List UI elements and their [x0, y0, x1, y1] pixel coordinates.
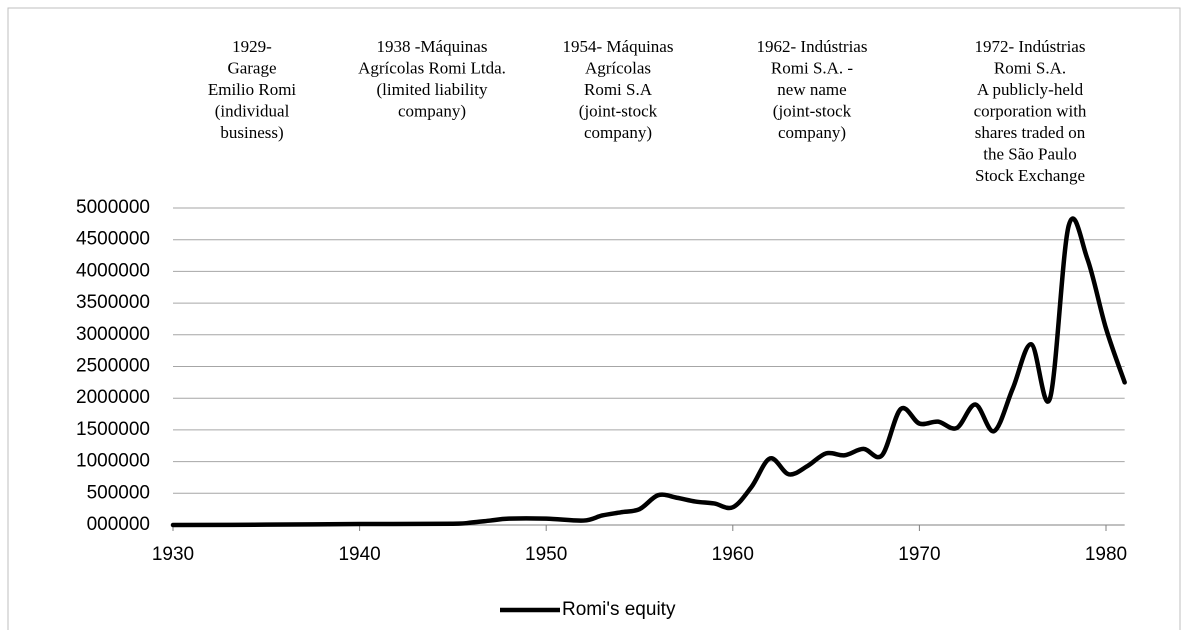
annotation: shares traded on: [975, 123, 1086, 142]
annotation: Romi S.A.: [994, 58, 1066, 77]
annotation: company): [778, 123, 846, 142]
y-tick-label: 000000: [87, 514, 150, 535]
annotation: Agrícolas Romi Ltda.: [358, 58, 506, 77]
annotation: 1938 -Máquinas: [377, 37, 488, 56]
annotation: Garage: [227, 58, 276, 77]
y-tick-label: 3000000: [76, 324, 150, 345]
y-tick-label: 2500000: [76, 356, 150, 377]
data-line: [170, 216, 1127, 528]
annotation: company): [584, 123, 652, 142]
x-tick-label: 1950: [525, 544, 567, 565]
annotation: (joint-stock: [579, 101, 658, 120]
annotation: the São Paulo: [983, 144, 1077, 163]
annotation: 1954- Máquinas: [563, 37, 674, 56]
annotation: Romi S.A: [584, 80, 653, 99]
annotation: A publicly-held: [977, 80, 1084, 99]
annotation: business): [220, 123, 283, 142]
annotation: 1929-: [232, 37, 272, 56]
y-tick-label: 1500000: [76, 419, 150, 440]
legend-label: Romi's equity: [562, 599, 676, 620]
x-tick-label: 1940: [338, 544, 380, 565]
annotation: 1972- Indústrias: [975, 37, 1086, 56]
y-tick-label: 2000000: [76, 387, 150, 408]
annotation: Stock Exchange: [975, 166, 1085, 185]
annotation: (joint-stock: [773, 101, 852, 120]
annotation: Emilio Romi: [208, 80, 297, 99]
annotation: new name: [777, 80, 846, 99]
y-tick-label: 5000000: [76, 197, 150, 218]
chart-border: [7, 7, 1181, 630]
x-tick-label: 1970: [898, 544, 940, 565]
annotation: (limited liability: [377, 80, 488, 99]
x-tick-label: 1930: [152, 544, 194, 565]
annotation: Romi S.A. -: [771, 58, 854, 77]
y-tick-label: 4000000: [76, 260, 150, 281]
y-tick-label: 3500000: [76, 292, 150, 313]
y-tick-label: 4500000: [76, 229, 150, 250]
y-tick-label: 500000: [87, 482, 150, 503]
annotation: company): [398, 101, 466, 120]
annotation: 1962- Indústrias: [757, 37, 868, 56]
x-tick-label: 1980: [1085, 544, 1127, 565]
annotation: (individual: [215, 101, 290, 120]
x-tick-label: 1960: [712, 544, 754, 565]
annotation: corporation with: [974, 101, 1087, 120]
y-tick-label: 1000000: [76, 451, 150, 472]
annotation: Agrícolas: [585, 58, 651, 77]
